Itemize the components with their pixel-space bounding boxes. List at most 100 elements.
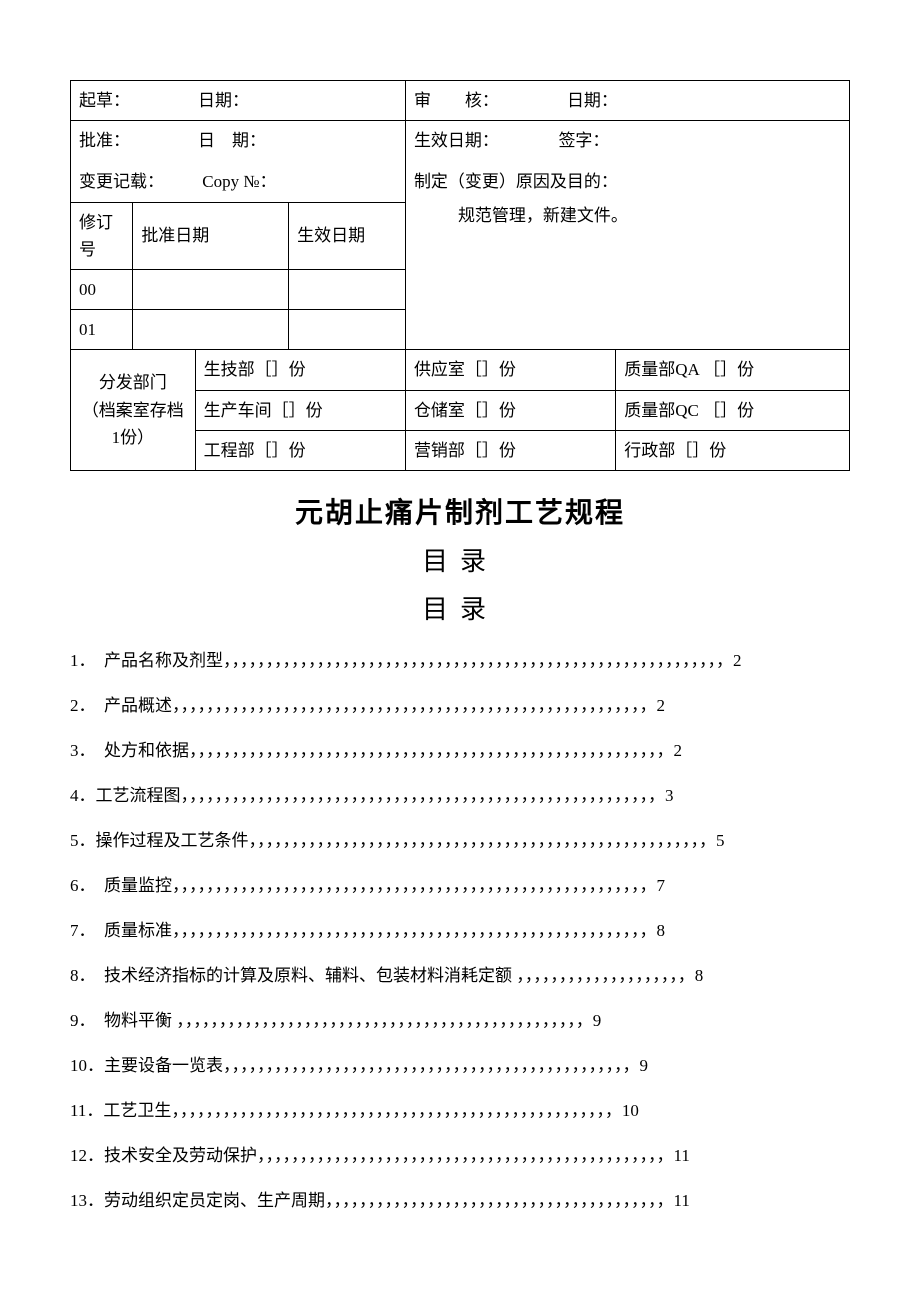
toc-item-title: 产品概述 <box>104 696 172 715</box>
toc-item-title: 产品名称及剂型 <box>104 651 223 670</box>
toc-item: 5．操作过程及工艺条件，，，，，，，，，，，，，，，，，，，，，，，，，，，，，… <box>70 826 850 851</box>
toc-item-title: 主要设备一览表 <box>104 1056 223 1075</box>
reason-cell: 生效日期： 签字： 制定（变更）原因及目的： 规范管理，新建文件。 <box>405 121 849 350</box>
toc-item-title: 质量标准 <box>104 921 172 940</box>
toc-item: 8． 技术经济指标的计算及原料、辅料、包装材料消耗定额 ，，，，，，，，，，，，… <box>70 961 850 986</box>
toc-item: 3． 处方和依据，，，，，，，，，，，，，，，，，，，，，，，，，，，，，，，，… <box>70 736 850 761</box>
toc-item-title: 工艺流程图 <box>96 786 181 805</box>
toc-item-number: 7． <box>70 916 96 941</box>
toc-list: 1． 产品名称及剂型，，，，，，，，，，，，，，，，，，，，，，，，，，，，，，… <box>70 646 850 1211</box>
toc-item-title: 质量监控 <box>104 876 172 895</box>
review-date-cell: 审 核： 日期： <box>405 81 849 121</box>
toc-item: 10．主要设备一览表，，，，，，，，，，，，，，，，，，，，，，，，，，，，，，… <box>70 1051 850 1076</box>
rev-col-3: 生效日期 <box>289 202 406 269</box>
toc-item-number: 10． <box>70 1051 104 1076</box>
dist-r3c2: 营销部［］份 <box>405 430 615 470</box>
toc-item-number: 12． <box>70 1141 104 1166</box>
toc-item-leader: ，，，，，，，，，，，，，，，，，，，，，，，，，，，，，，，，，，，，，，，，… <box>257 1146 674 1165</box>
toc-item: 2． 产品概述，，，，，，，，，，，，，，，，，，，，，，，，，，，，，，，，，… <box>70 691 850 716</box>
dist-r1c3: 质量部QA ［］份 <box>616 350 850 390</box>
rev-col-2: 批准日期 <box>133 202 289 269</box>
toc-item-number: 3． <box>70 736 96 761</box>
toc-item-title: 技术经济指标的计算及原料、辅料、包装材料消耗定额 <box>104 966 516 985</box>
rev-01: 01 <box>71 310 133 350</box>
approve-label: 批准： <box>79 131 130 150</box>
toc-item-leader: ，，，，，，，，，，，，，，，，，，，，，，，，，，，，，，，，，，，，，，，，… <box>172 876 657 895</box>
toc-heading-2: 目录 <box>70 593 850 627</box>
approve-date-label: 日 期： <box>198 131 266 150</box>
toc-item-leader: ，，，，，，，，，，，，，，，，，，，，，，，，，，，，，，，，，，，，，，，，… <box>181 786 666 805</box>
toc-item-leader: ，，，，，，，，，，，，，，，，，，，， <box>516 966 695 985</box>
toc-item: 1． 产品名称及剂型，，，，，，，，，，，，，，，，，，，，，，，，，，，，，，… <box>70 646 850 671</box>
toc-item-number: 1． <box>70 646 96 671</box>
dist-r1c1: 生技部［］份 <box>195 350 405 390</box>
header-table: 起草： 日期： 审 核： 日期： 批准： 日 期： <box>70 80 850 471</box>
dist-r1c2: 供应室［］份 <box>405 350 615 390</box>
toc-item-number: 9． <box>70 1006 96 1031</box>
toc-item: 6． 质量监控，，，，，，，，，，，，，，，，，，，，，，，，，，，，，，，，，… <box>70 871 850 896</box>
draft-date-label: 日期： <box>198 91 249 110</box>
toc-item-title: 技术安全及劳动保护 <box>104 1146 257 1165</box>
toc-item-page: 9 <box>593 1011 602 1030</box>
draft-date-cell: 起草： 日期： <box>71 81 406 121</box>
toc-item-leader: ，，，，，，，，，，，，，，，，，，，，，，，，，，，，，，，，，，，，，，，，… <box>172 921 657 940</box>
toc-item-leader: ，，，，，，，，，，，，，，，，，，，，，，，，，，，，，，，，，，，，，，，，… <box>171 1101 622 1120</box>
toc-item-title: 工艺卫生 <box>103 1101 171 1120</box>
review-label: 审 核： <box>414 91 499 110</box>
dist-dept-label: 分发部门 （档案室存档1份） <box>71 350 196 471</box>
toc-item: 7． 质量标准，，，，，，，，，，，，，，，，，，，，，，，，，，，，，，，，，… <box>70 916 850 941</box>
toc-item-leader: ，，，，，，，，，，，，，，，，，，，，，，，，，，，，，，，，，，，，，，，，… <box>249 831 717 850</box>
toc-item-title: 劳动组织定员定岗、生产周期 <box>104 1191 325 1210</box>
toc-item-leader: ，，，，，，，，，，，，，，，，，，，，，，，，，，，，，，，，，，，，，，，，… <box>223 1056 640 1075</box>
review-date-label: 日期： <box>567 91 618 110</box>
toc-item-page: 8 <box>657 921 666 940</box>
reason-label: 制定（变更）原因及目的： <box>414 168 841 195</box>
toc-item-number: 11． <box>70 1096 103 1121</box>
toc-item-page: 2 <box>733 651 742 670</box>
toc-item-number: 2． <box>70 691 96 716</box>
toc-item-page: 2 <box>657 696 666 715</box>
dist-r3c1: 工程部［］份 <box>195 430 405 470</box>
document-title: 元胡止痛片制剂工艺规程 <box>70 491 850 531</box>
toc-item-leader: ，，，，，，，，，，，，，，，，，，，，，，，，，，，，，，，，，，，，，，，，… <box>172 696 657 715</box>
toc-item-number: 5． <box>70 826 96 851</box>
toc-item-number: 13． <box>70 1186 104 1211</box>
dist-r3c3: 行政部［］份 <box>616 430 850 470</box>
toc-item-page: 2 <box>674 741 683 760</box>
reason-text: 规范管理，新建文件。 <box>414 202 841 229</box>
toc-item: 12．技术安全及劳动保护，，，，，，，，，，，，，，，，，，，，，，，，，，，，… <box>70 1141 850 1166</box>
toc-item-page: 9 <box>640 1056 649 1075</box>
toc-item-page: 10 <box>622 1101 639 1120</box>
toc-item-page: 3 <box>665 786 674 805</box>
toc-item-page: 8 <box>695 966 704 985</box>
toc-item: 11．工艺卫生，，，，，，，，，，，，，，，，，，，，，，，，，，，，，，，，，… <box>70 1096 850 1121</box>
sign-label: 签字： <box>558 131 609 150</box>
toc-item-number: 6． <box>70 871 96 896</box>
toc-item: 4．工艺流程图，，，，，，，，，，，，，，，，，，，，，，，，，，，，，，，，，… <box>70 781 850 806</box>
toc-item-number: 4． <box>70 781 96 806</box>
toc-item-title: 物料平衡 <box>104 1011 176 1030</box>
toc-item-page: 11 <box>674 1191 690 1210</box>
toc-item-leader: ，，，，，，，，，，，，，，，，，，，，，，，，，，，，，，，，，，，，，，，，… <box>223 651 733 670</box>
toc-item-page: 5 <box>716 831 725 850</box>
toc-item-page: 11 <box>674 1146 690 1165</box>
dist-r2c2: 仓储室［］份 <box>405 390 615 430</box>
toc-item-leader: ，，，，，，，，，，，，，，，，，，，，，，，，，，，，，，，，，，，，，，，，… <box>189 741 674 760</box>
toc-item-page: 7 <box>657 876 666 895</box>
dist-r2c3: 质量部QC ［］份 <box>616 390 850 430</box>
toc-item-title: 处方和依据 <box>104 741 189 760</box>
copy-no-label: Copy №： <box>202 172 276 191</box>
toc-item-leader: ，，，，，，，，，，，，，，，，，，，，，，，，，，，，，，，，，，，，，，，， <box>325 1191 674 1210</box>
toc-heading-1: 目录 <box>70 545 850 579</box>
rev-00: 00 <box>71 269 133 309</box>
approve-cell: 批准： 日 期： 变更记载： Copy №： <box>71 121 406 202</box>
toc-item-number: 8． <box>70 961 96 986</box>
toc-item: 9． 物料平衡 ，，，，，，，，，，，，，，，，，，，，，，，，，，，，，，，，… <box>70 1006 850 1031</box>
dist-label-line2: （档案室存档1份） <box>79 397 187 451</box>
toc-item-leader: ，，，，，，，，，，，，，，，，，，，，，，，，，，，，，，，，，，，，，，，，… <box>176 1011 593 1030</box>
effective-date-label: 生效日期： <box>414 131 499 150</box>
toc-item-title: 操作过程及工艺条件 <box>96 831 249 850</box>
dist-label-line1: 分发部门 <box>79 369 187 396</box>
change-record-label: 变更记载： <box>79 172 164 191</box>
dist-r2c1: 生产车间［］份 <box>195 390 405 430</box>
